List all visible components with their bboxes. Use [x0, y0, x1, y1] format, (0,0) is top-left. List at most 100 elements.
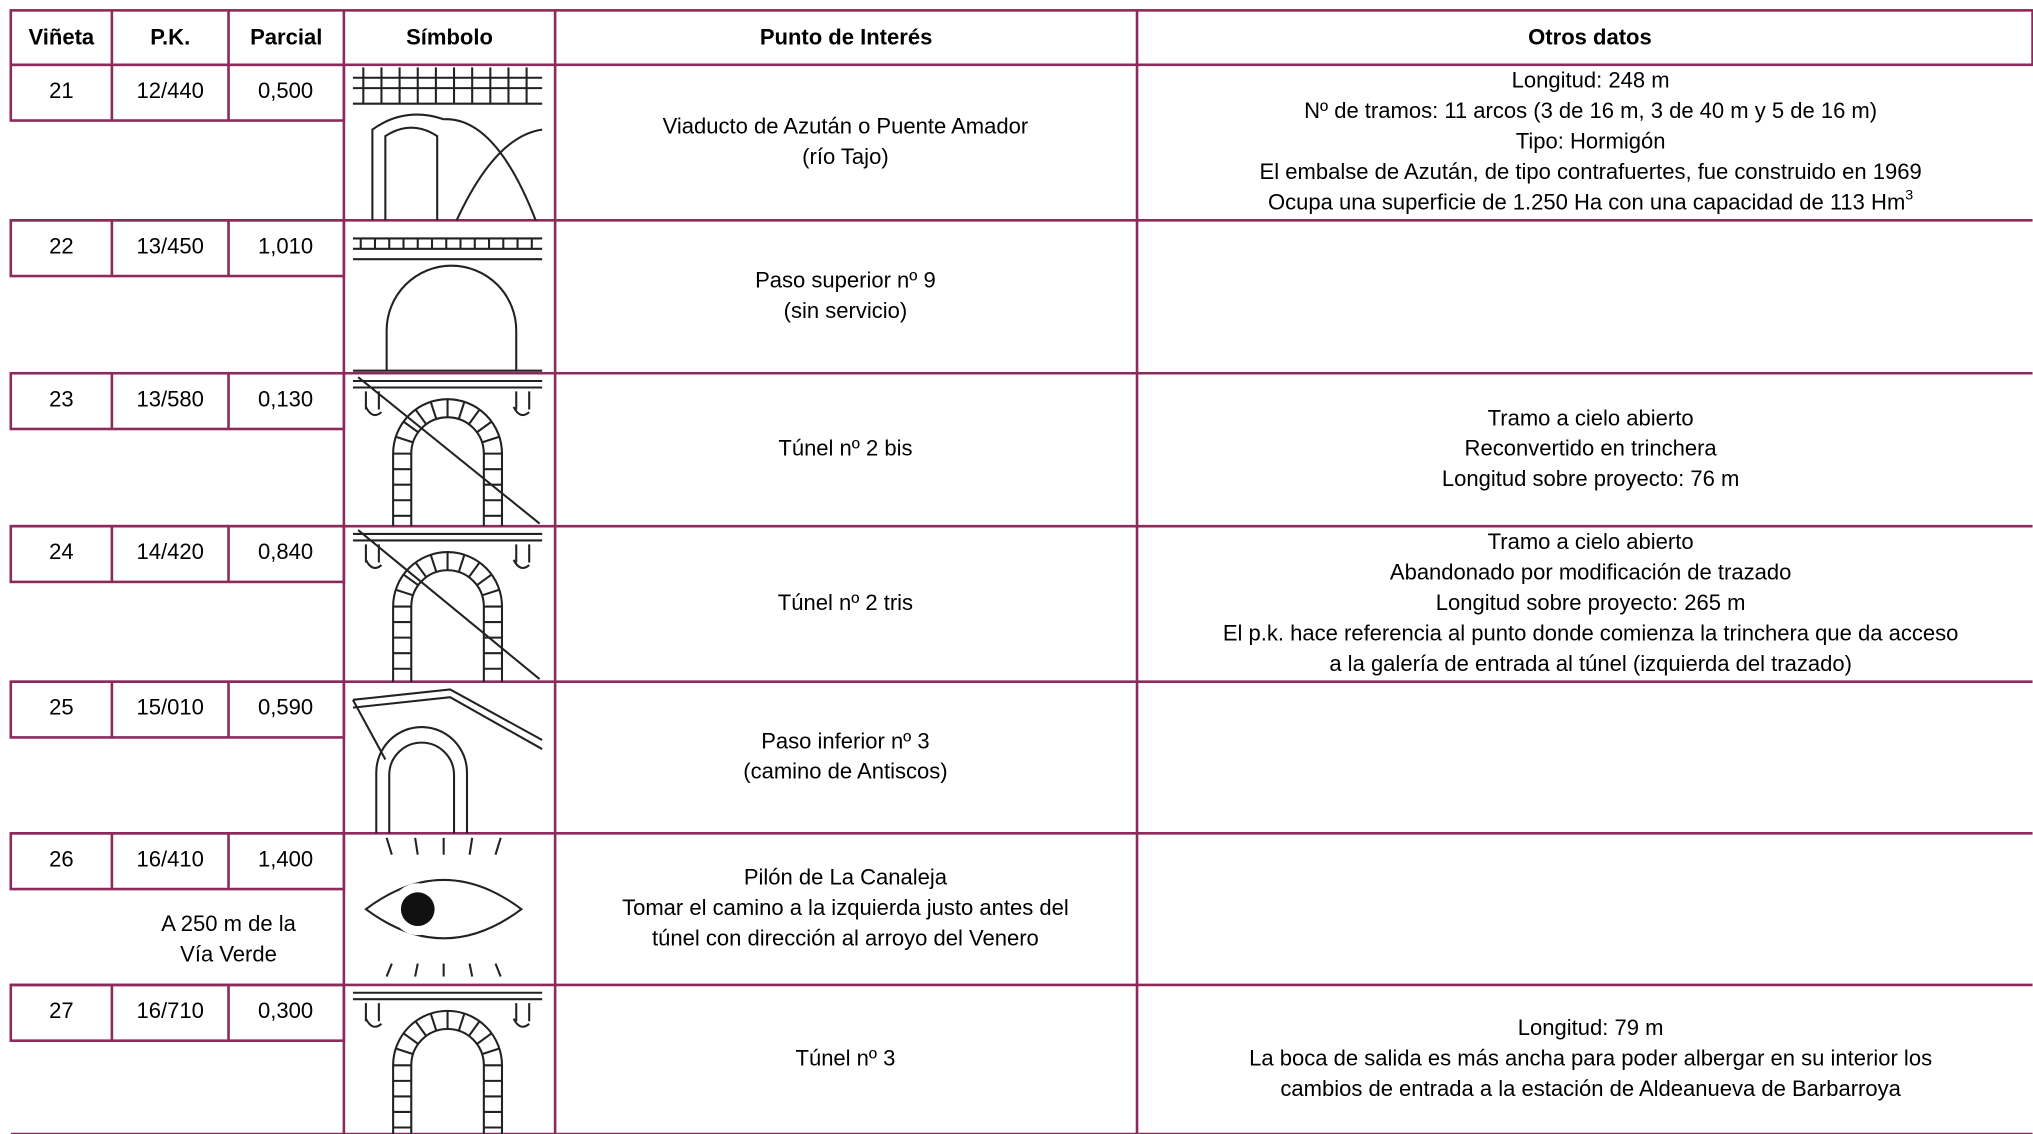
punto-text: Paso superior nº 9 — [755, 267, 936, 292]
vineta: 27 — [49, 998, 73, 1023]
otros-line: El p.k. hace referencia al punto donde c… — [1223, 620, 1959, 645]
icon-line — [402, 1032, 419, 1045]
icon-path — [364, 559, 530, 569]
icon-path — [352, 688, 543, 741]
icon-line — [481, 1047, 500, 1056]
note: Vía Verde — [180, 942, 277, 967]
punto-text: Túnel nº 2 tris — [778, 590, 913, 615]
icon-line — [468, 561, 481, 578]
icon-path — [364, 1003, 531, 1022]
parcial: 0,130 — [258, 386, 313, 411]
otros-text: La boca de salida es más ancha para pode… — [1249, 1045, 1932, 1070]
symbol-icon — [352, 688, 543, 834]
icon-path — [385, 264, 518, 371]
otros-line: Reconvertido en trinchera — [1465, 436, 1718, 461]
icon-line — [414, 837, 419, 855]
icon-path — [410, 569, 485, 682]
icon-path — [364, 406, 530, 417]
row: 24 14/420 0,840 Túnel nº 2 tris Tramo a ciel… — [9, 524, 2033, 683]
parcial: 0,500 — [258, 78, 313, 103]
otros-line: Tramo a cielo abierto — [1488, 529, 1694, 554]
parcial: 0,590 — [258, 695, 313, 720]
punto-text: Pilón de La Canaleja — [744, 865, 948, 890]
icon-line — [468, 1020, 481, 1037]
icon-line — [385, 963, 393, 977]
icon-line — [494, 963, 502, 977]
punto-text: Viaducto de Azután o Puente Amador — [663, 113, 1029, 138]
otros-line: La boca de salida es más ancha para pode… — [1249, 1045, 1932, 1070]
otros-line: Abandonado por modificación de trazado — [1390, 559, 1791, 584]
otros-text: Longitud: 248 m — [1512, 67, 1670, 92]
otros-text: Tramo a cielo abierto — [1488, 529, 1694, 554]
vineta: 25 — [49, 695, 73, 720]
punto-text: Tomar el camino a la izquierda justo ant… — [622, 895, 1069, 920]
otros-text: Abandonado por modificación de trazado — [1390, 559, 1791, 584]
otros-text: Longitud sobre proyecto: 265 m — [1436, 590, 1746, 615]
icon-line — [476, 420, 493, 434]
punto-text: Túnel nº 3 — [796, 1045, 896, 1070]
row: 21 12/440 0,500 Viaducto de Azután o Puente… — [9, 63, 2033, 222]
icon-line — [457, 401, 466, 420]
icon-line — [395, 1047, 414, 1056]
otros-text: Longitud sobre proyecto: 76 m — [1442, 466, 1739, 491]
otros-line: cambios de entrada a la estación de Alde… — [1280, 1076, 1901, 1101]
pk: 12/440 — [137, 78, 204, 103]
punto-line: túnel con dirección al arroyo del Venero — [652, 925, 1039, 950]
icon-line — [429, 401, 438, 420]
icon-line — [395, 435, 414, 444]
icon-line — [468, 963, 474, 977]
icon-path — [388, 741, 456, 834]
icon-path — [352, 696, 543, 750]
icon-line — [457, 1013, 466, 1032]
pk: 13/450 — [137, 233, 204, 258]
icon-path — [410, 1028, 485, 1134]
icon-path — [352, 76, 543, 105]
header-cell: Punto de Interés — [760, 25, 932, 50]
symbol-icon — [352, 237, 543, 372]
symbol-icon — [352, 991, 543, 1134]
parcial: 1,400 — [258, 846, 313, 871]
punto-line: (río Tajo) — [802, 144, 888, 169]
otros-line: Nº de tramos: 11 arcos (3 de 16 m, 3 de … — [1304, 98, 1877, 123]
punto-line: Túnel nº 2 bis — [778, 436, 912, 461]
otros-text: Longitud: 79 m — [1518, 1015, 1664, 1040]
parcial: 0,300 — [258, 998, 313, 1023]
punto-line: Paso inferior nº 3 — [761, 728, 929, 753]
icon-line — [414, 963, 419, 977]
otros-line: Longitud sobre proyecto: 76 m — [1442, 466, 1739, 491]
punto-line: Viaducto de Azután o Puente Amador — [663, 113, 1029, 138]
icon-path — [364, 544, 531, 563]
symbol-icon — [352, 529, 543, 682]
icon-path — [364, 1018, 530, 1028]
icon-path — [455, 128, 543, 221]
pk: 16/710 — [137, 998, 204, 1023]
otros-text: Tramo a cielo abierto — [1488, 405, 1694, 430]
icon-line — [468, 408, 481, 425]
icon-path — [375, 726, 469, 834]
pk: 13/580 — [137, 386, 204, 411]
vineta: 21 — [49, 78, 73, 103]
icon-line — [476, 1032, 493, 1045]
icon-line — [457, 554, 466, 573]
row: 22 13/450 1,010 Paso superior nº 9 (sin serv… — [9, 219, 2033, 375]
otros-text: cambios de entrada a la estación de Alde… — [1280, 1076, 1901, 1101]
header-cell: Parcial — [250, 25, 322, 50]
otros-line: Longitud: 79 m — [1518, 1015, 1664, 1040]
icon-line — [414, 408, 428, 425]
otros-line: Longitud sobre proyecto: 265 m — [1436, 590, 1746, 615]
otros-line: El embalse de Azután, de tipo contrafuer… — [1260, 159, 1922, 184]
punto-text: (sin servicio) — [784, 298, 908, 323]
punto-line: Paso superior nº 9 — [755, 267, 936, 292]
symbol-icon — [352, 67, 543, 221]
icon-line — [476, 573, 493, 587]
otros-text: Reconvertido en trinchera — [1465, 436, 1718, 461]
punto-line: Túnel nº 2 tris — [778, 590, 913, 615]
icon-line — [481, 435, 500, 444]
icon-line — [352, 699, 387, 760]
otros-text: Ocupa una superficie de 1.250 Ha con una… — [1268, 189, 1905, 214]
otros-text: Nº de tramos: 11 arcos (3 de 16 m, 3 de … — [1304, 98, 1877, 123]
icon-line — [468, 837, 474, 855]
otros-line: Ocupa una superficie de 1.250 Ha con una… — [1268, 187, 1913, 214]
